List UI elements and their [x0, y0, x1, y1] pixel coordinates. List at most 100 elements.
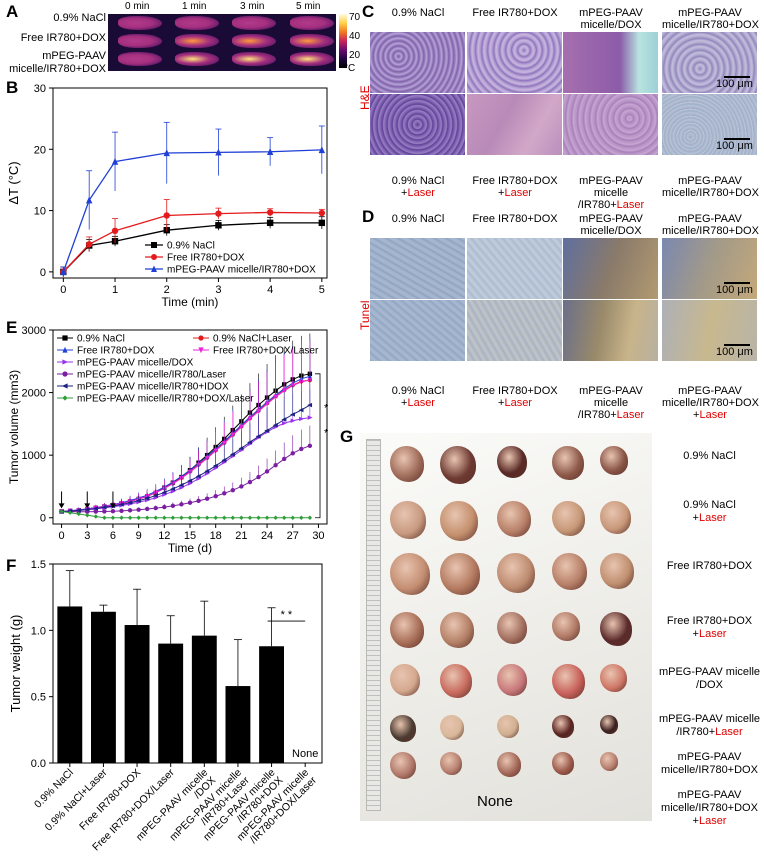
data-point [318, 219, 326, 227]
tumor-specimen [600, 752, 618, 771]
chart-f-frame [52, 563, 323, 764]
x-tick-label: 1 [112, 284, 118, 296]
scale-bar [724, 344, 750, 346]
y-tick-label: 0 [40, 267, 46, 279]
data-point [247, 479, 253, 485]
tumor-specimen [497, 501, 531, 537]
y-tick-label: 0.5 [31, 692, 46, 704]
data-point [230, 515, 236, 520]
legend-label: mPEG-PAAV micelle/IR780/Laser [77, 370, 227, 381]
histology-column-label-line: mPEG-PAAV [678, 7, 742, 19]
histology-bottom-label-line: 0.9% NaCl [391, 175, 445, 187]
significance-star: * [324, 427, 329, 439]
panel-label-f: F [6, 556, 17, 575]
data-point [196, 498, 201, 504]
significance-bracket [315, 373, 321, 519]
tumor-row-label-line: /DOX [696, 679, 723, 691]
histology-bottom-label-laser: Laser [407, 397, 435, 409]
thermal-row-label: 0.9% NaCl [0, 12, 106, 25]
tumor-row-label-line: mPEG-PAAV [677, 751, 742, 763]
x-tick-label: 18 [210, 530, 222, 542]
data-point [273, 515, 278, 520]
data-point [196, 476, 202, 481]
scale-bar-label: 100 μm [716, 346, 753, 358]
data-point [215, 222, 222, 229]
data-point [213, 494, 218, 499]
x-tick-label: 3 [215, 284, 221, 296]
tumor-row-label-line: Free IR780+DOX [666, 615, 753, 627]
time-label: 3 min [240, 1, 265, 12]
histology-image [370, 238, 465, 299]
tumor-specimen [497, 664, 527, 696]
histology-bottom-label-line: mPEG-PAAV [678, 385, 742, 397]
tumor-specimen [552, 446, 584, 480]
legend-marker [62, 395, 68, 401]
thermal-row-label-line: mPEG-PAAV [42, 50, 106, 62]
histology-image [370, 300, 465, 361]
tumor-specimen [600, 664, 627, 692]
data-point [93, 506, 99, 511]
histology-bottom-label-line: /IR780+ [577, 199, 617, 211]
x-tick-label-line: 0.9% NaCl+Laser [43, 766, 110, 833]
data-point [162, 515, 167, 520]
data-point [84, 507, 90, 512]
data-point [127, 515, 133, 520]
tumor-specimen [497, 612, 527, 644]
y-tick-label: 10 [34, 206, 46, 218]
legend-marker [198, 347, 204, 354]
tumor-row-label: mPEG-PAAV micelle/IR780+DOX +Laser [655, 789, 764, 828]
histology-bottom-label-laser: Laser [616, 199, 645, 211]
data-point [307, 415, 313, 420]
data-point [136, 515, 141, 520]
tumor-row-label: Free IR780+DOX +Laser [655, 615, 764, 641]
histology-image [467, 300, 562, 361]
y-tick-label: 3000 [22, 325, 46, 337]
legend-marker [61, 383, 68, 389]
data-point [266, 148, 274, 155]
data-point [75, 508, 81, 513]
legend-marker [198, 335, 204, 341]
histology-column-label-line: micelle/DOX [580, 225, 642, 237]
data-point [85, 241, 93, 248]
histology-bottom-label: Free IR780+DOX +Laser [467, 385, 563, 409]
data-point [178, 482, 184, 488]
data-point [101, 505, 107, 510]
colorbar-tick: 70 [349, 12, 361, 23]
histology-image [662, 32, 757, 93]
histology-column-label-line: micelle/DOX [580, 19, 642, 31]
histology-column-label: mPEG-PAAV micelle/DOX [563, 213, 659, 237]
data-point [118, 502, 124, 507]
tumor-row-label-line: mPEG-PAAV micelle [658, 666, 761, 678]
data-point [247, 416, 253, 422]
dose-arrow-head [109, 503, 116, 509]
histology-bottom-label-line: mPEG-PAAV [678, 175, 742, 187]
panel-g-none-label: None [477, 793, 513, 810]
histology-image [662, 238, 757, 299]
data-point [110, 515, 116, 520]
data-point [179, 502, 184, 507]
tumor-row-label-line: mPEG-PAAV [677, 789, 742, 801]
data-point [264, 401, 270, 407]
x-tick-label: 27 [287, 530, 299, 542]
legend-label: 0.9% NaCl [167, 241, 215, 252]
data-point [299, 446, 304, 452]
histology-column-label-line: 0.9% NaCl [391, 7, 445, 19]
data-point [290, 412, 295, 417]
data-point [281, 456, 287, 462]
time-label: 1 min [182, 1, 207, 12]
legend-label: Free IR780+DOX/Laser [213, 346, 319, 357]
y-tick-label: 1.0 [31, 625, 46, 637]
series-line [61, 404, 311, 512]
data-point [272, 422, 278, 428]
data-point [299, 515, 304, 520]
data-point [281, 421, 287, 426]
bar [124, 625, 150, 763]
data-point [256, 409, 261, 415]
data-point [256, 515, 261, 520]
x-tick-label: 21 [235, 530, 247, 542]
histology-column-label-line: mPEG-PAAV [678, 213, 742, 225]
thermal-mouse [175, 16, 219, 30]
data-point [290, 515, 295, 520]
data-point [204, 496, 210, 501]
tumor-specimen [600, 553, 634, 589]
